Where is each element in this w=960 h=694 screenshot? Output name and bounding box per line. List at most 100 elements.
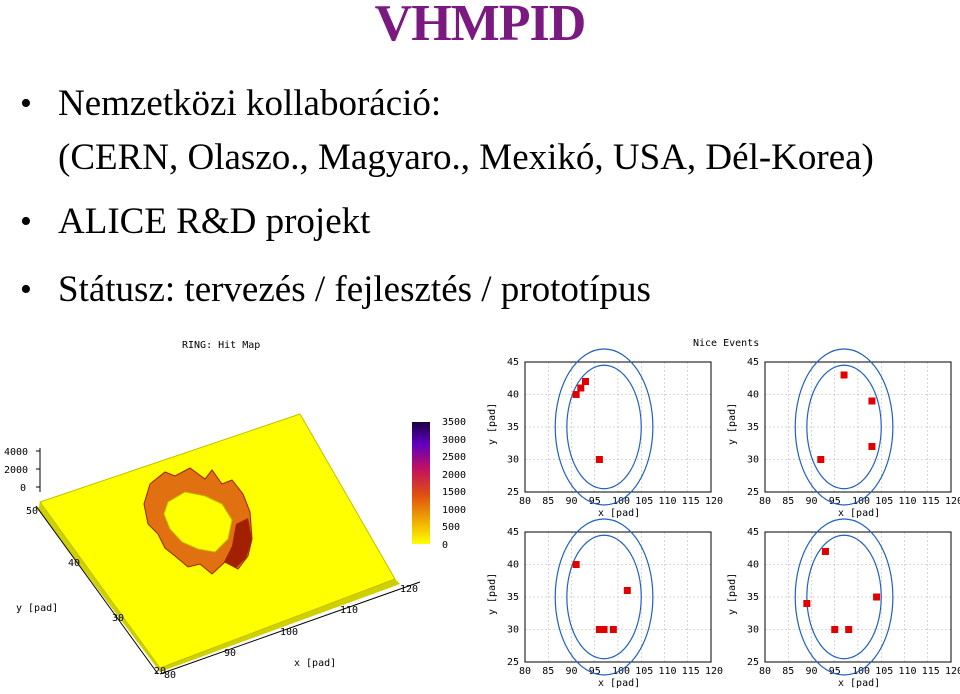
bullet-collaboration-members: (CERN, Olaszo., Magyaro., Mexikó, USA, D…	[58, 138, 874, 178]
y-axis-label: y [pad]	[487, 403, 498, 445]
z-tick-label: 4000	[4, 447, 28, 458]
hit-map-ring-hole	[163, 491, 233, 553]
x-tick-label: 90	[806, 666, 818, 677]
x-tick-label: 80	[759, 496, 771, 507]
x-tick-label: 115	[682, 496, 700, 507]
color-bar	[412, 422, 430, 544]
x-tick-label: 95	[829, 496, 841, 507]
y-tick-label: 45	[747, 357, 759, 368]
x-tick-label: 110	[899, 496, 917, 507]
x-tick-label: 95	[829, 666, 841, 677]
colorbar-tick-label: 1000	[442, 505, 466, 516]
surface-shadow	[38, 502, 400, 672]
nice-events-plots: Nice Events 80 85 90 95 100 105 110 115 120 45 40 3…	[487, 338, 960, 689]
y-tick-label: 30	[747, 455, 759, 466]
x-tick-label: 115	[922, 496, 940, 507]
bullet-dot-icon: •	[20, 85, 32, 122]
ring-outer	[554, 348, 654, 506]
x-tick-label: 80	[164, 670, 176, 681]
y-axis-label: y [pad]	[727, 573, 738, 615]
hit-marker	[577, 384, 585, 392]
hit-marker	[840, 371, 848, 379]
event-plot-frame	[764, 361, 952, 493]
x-tick-label: 115	[922, 666, 940, 677]
x-tick-label: 90	[566, 666, 578, 677]
x-tick-label: 95	[589, 496, 601, 507]
hit-marker	[600, 626, 608, 633]
hit-map-plot: RING: Hit Map 4000 2000 0 50 40 30 20 y …	[4, 340, 466, 681]
bullet-dot-icon: •	[20, 271, 32, 308]
hit-map-title: RING: Hit Map	[182, 340, 260, 351]
x-tick-label: 95	[589, 666, 601, 677]
y-tick-label: 35	[507, 592, 519, 603]
x-tick-label: 100	[280, 627, 298, 638]
x-tick-label: 80	[759, 666, 771, 677]
y-tick-label: 40	[507, 560, 519, 571]
x-tick-label: 80	[519, 666, 531, 677]
x-tick-label: 100	[612, 666, 630, 677]
x-tick-label: 85	[782, 496, 794, 507]
x-tick-label: 120	[705, 666, 723, 677]
hit-marker	[821, 548, 829, 555]
y-tick-label: 25	[507, 487, 519, 498]
bullet-subtext: (CERN, Olaszo., Magyaro., Mexikó, USA, D…	[58, 137, 874, 178]
bullet-collaboration: • Nemzetközi kollaboráció:	[20, 84, 441, 124]
y-tick-label: 20	[154, 666, 166, 677]
hit-map-ring-peak	[224, 518, 252, 568]
colorbar-tick-label: 0	[442, 540, 448, 551]
y-tick-label: 35	[507, 422, 519, 433]
bullet-alice-project: • ALICE R&D projekt	[20, 201, 371, 242]
hit-marker	[595, 456, 603, 463]
y-tick-label: 40	[68, 558, 80, 569]
bullet-status: • Státusz: tervezés / fejlesztés / proto…	[20, 270, 651, 310]
x-tick-label: 100	[852, 666, 870, 677]
y-axis	[35, 505, 159, 675]
hit-marker	[595, 626, 603, 633]
colorbar-tick-label: 1500	[442, 487, 466, 498]
y-axis-label: y [pad]	[487, 573, 498, 615]
y-tick-label: 25	[747, 487, 759, 498]
y-axis-label: y [pad]	[16, 603, 58, 614]
colorbar-tick-label: 3500	[442, 417, 466, 428]
hit-marker	[868, 397, 876, 405]
y-tick-label: 45	[507, 357, 519, 368]
events-title: Nice Events	[693, 338, 759, 349]
x-tick-label: 100	[612, 496, 630, 507]
z-tick-label: 0	[20, 483, 26, 494]
y-tick-label: 35	[747, 592, 759, 603]
x-tick-label: 110	[899, 666, 917, 677]
y-tick-label: 45	[507, 527, 519, 538]
x-tick-label: 100	[852, 496, 870, 507]
x-tick-label: 115	[682, 666, 700, 677]
y-tick-label: 30	[747, 625, 759, 636]
x-axis-label: x [pad]	[294, 658, 336, 669]
x-tick-label: 105	[635, 666, 653, 677]
ring-outer	[794, 518, 894, 676]
ring-inner	[566, 534, 642, 660]
y-tick-label: 25	[747, 657, 759, 668]
hit-marker	[581, 378, 589, 385]
bullet-text: ALICE R&D projekt	[58, 201, 371, 242]
x-axis-label: x [pad]	[838, 508, 880, 519]
event-plot-frame	[524, 531, 712, 663]
x-axis-label: x [pad]	[838, 678, 880, 689]
hit-marker	[868, 443, 876, 450]
ring-inner	[806, 364, 882, 490]
x-tick-label: 120	[945, 496, 960, 507]
y-tick-label: 45	[747, 527, 759, 538]
colorbar-tick-label: 500	[442, 522, 460, 533]
x-tick-label: 120	[705, 496, 723, 507]
x-tick-label: 105	[875, 496, 893, 507]
x-tick-label: 110	[659, 666, 677, 677]
colorbar-tick-label: 3000	[442, 435, 466, 446]
y-tick-label: 40	[507, 390, 519, 401]
x-tick-label: 110	[340, 605, 358, 616]
hit-marker	[817, 456, 825, 463]
x-tick-label: 90	[224, 648, 236, 659]
hit-marker	[831, 626, 839, 633]
x-tick-label: 85	[542, 496, 554, 507]
hit-marker	[873, 593, 881, 601]
event-plot-frame	[764, 531, 952, 663]
hit-marker	[803, 600, 811, 607]
hit-marker	[572, 391, 580, 398]
